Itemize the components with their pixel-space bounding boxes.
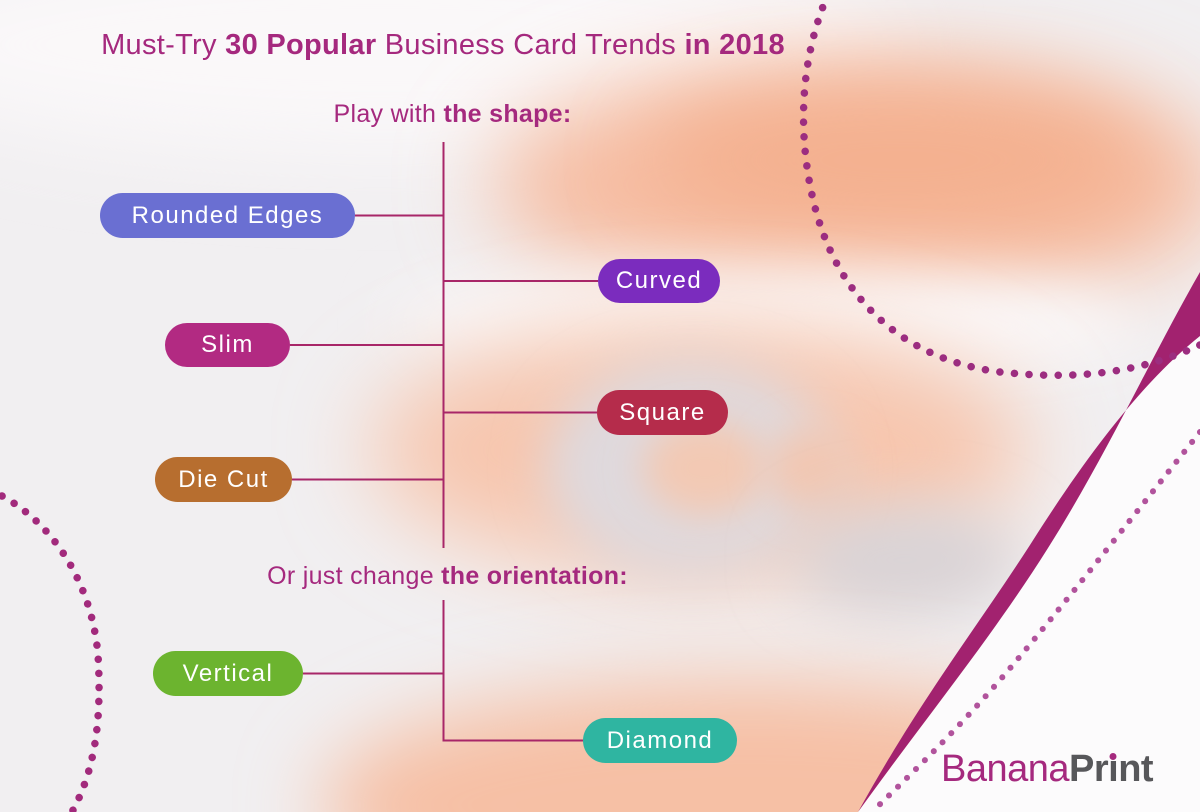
pill-slim: Slim — [165, 323, 290, 367]
pill-label: Die Cut — [178, 465, 269, 493]
pill-diamond: Diamond — [583, 718, 737, 763]
pill-square: Square — [597, 390, 728, 435]
logo-banana: Banana — [941, 748, 1070, 790]
white-corner-field — [858, 272, 1200, 812]
title-bold-1: 30 Popular — [225, 29, 377, 61]
dotted-circle-top-right — [799, 0, 1200, 379]
pill-label: Diamond — [606, 726, 714, 754]
tree2-trunk — [442, 600, 583, 742]
heading-bold: the shape: — [443, 100, 572, 128]
heading-regular: Or just change — [267, 562, 434, 590]
title-regular-2: Business Card Trends — [384, 29, 677, 61]
pill-vertical: Vertical — [153, 651, 303, 696]
logo-print-i-dot: ı — [1108, 748, 1119, 790]
dotted-arc-bottom-left — [0, 492, 103, 812]
blurred-shadow — [790, 505, 1020, 615]
logo-print-post: nt — [1118, 748, 1154, 790]
pill-label: Vertical — [182, 659, 274, 687]
dotted-arc-along-swoosh — [869, 429, 1200, 812]
pill-label: Rounded Edges — [131, 201, 324, 229]
pill-rounded-edges: Rounded Edges — [100, 193, 355, 238]
section-heading-orientation: Or just change the orientation: — [0, 562, 895, 591]
bananaprint-logo: BananaPrınt — [941, 748, 1154, 791]
blurred-logo-c-hole — [643, 420, 767, 516]
title-regular-1: Must-Try — [101, 29, 217, 61]
swoosh-curve — [858, 272, 1200, 812]
pill-label: Slim — [201, 331, 254, 358]
page-title: Must-Try 30 Popular Business Card Trends… — [0, 29, 886, 62]
pill-label: Square — [619, 398, 706, 426]
pill-die-cut: Die Cut — [155, 457, 292, 502]
title-bold-2: in 2018 — [684, 29, 785, 61]
heading-bold: the orientation: — [441, 562, 628, 590]
pill-curved: Curved — [598, 259, 720, 303]
heading-regular: Play with — [333, 100, 437, 128]
blurred-card-top-core — [650, 90, 1150, 230]
pill-label: Curved — [615, 267, 703, 294]
logo-print-pre: Pr — [1069, 748, 1109, 790]
section-heading-shape: Play with the shape: — [0, 100, 905, 129]
logo-print: Prınt — [1069, 748, 1154, 790]
blurred-logo-c-notch — [767, 428, 857, 512]
